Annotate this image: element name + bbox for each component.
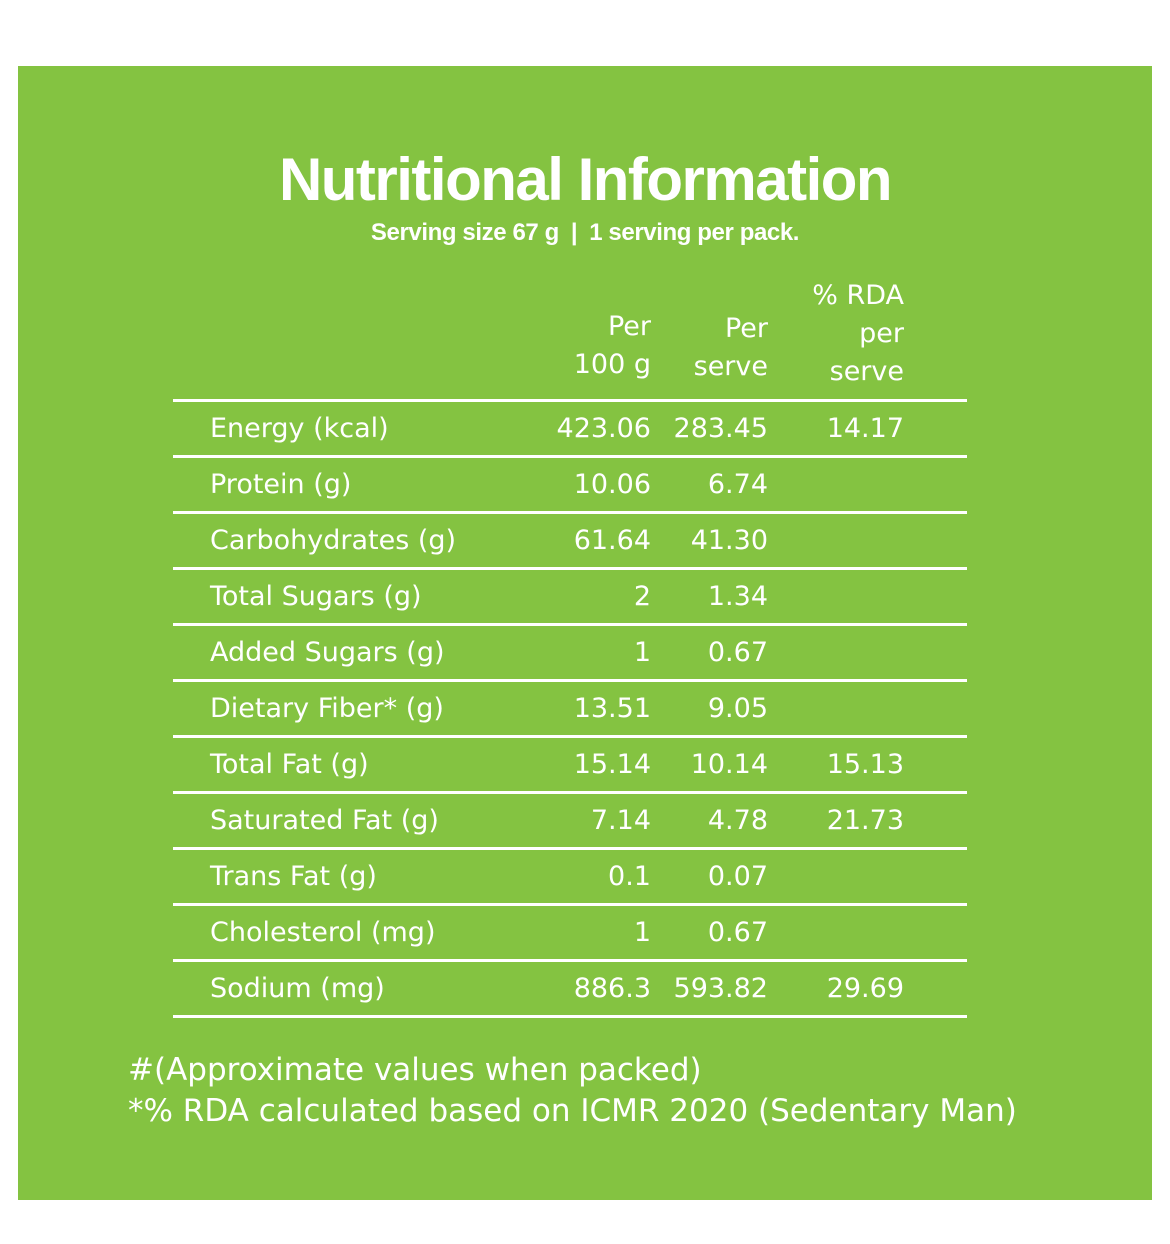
serving-size: Serving size 67 g <box>370 219 559 246</box>
header-rda-line: per <box>859 318 904 349</box>
table-row: Dietary Fiber* (g) 13.51 9.05 <box>173 682 967 738</box>
header-per-100g-line: Per <box>607 311 651 342</box>
value-per-100g: 7.14 <box>590 805 651 836</box>
value-per-serve: 10.14 <box>690 749 768 780</box>
header-per-serve-line: serve <box>693 351 768 382</box>
header-rda-per-serve: % RDA per serve <box>812 277 904 391</box>
value-per-100g: 886.3 <box>573 973 651 1004</box>
value-per-100g: 2 <box>633 581 651 612</box>
value-per-100g: 0.1 <box>608 861 651 892</box>
header-per-serve: Per serve <box>694 310 768 386</box>
value-per-serve: 4.78 <box>707 805 768 836</box>
value-per-serve: 0.67 <box>707 637 768 668</box>
table-row: Saturated Fat (g) 7.14 4.78 21.73 <box>173 794 967 850</box>
nutrient-name: Saturated Fat (g) <box>210 805 439 836</box>
nutrient-name: Trans Fat (g) <box>210 861 377 892</box>
value-per-serve: 593.82 <box>673 973 768 1004</box>
value-per-serve: 0.07 <box>707 861 768 892</box>
nutrient-name: Sodium (mg) <box>210 973 385 1004</box>
value-per-100g: 10.06 <box>573 469 651 500</box>
table-row: Energy (kcal) 423.06 283.45 14.17 <box>173 402 967 458</box>
table-row: Total Sugars (g) 2 1.34 <box>173 570 967 626</box>
value-per-serve: 0.67 <box>707 917 768 948</box>
value-per-serve: 6.74 <box>707 469 768 500</box>
value-rda: 29.69 <box>826 973 904 1004</box>
value-per-100g: 1 <box>633 917 651 948</box>
table-row: Carbohydrates (g) 61.64 41.30 <box>173 514 967 570</box>
nutrient-name: Total Fat (g) <box>210 749 369 780</box>
value-per-100g: 61.64 <box>573 525 651 556</box>
table-row: Added Sugars (g) 1 0.67 <box>173 626 967 682</box>
value-rda: 21.73 <box>826 805 904 836</box>
table-row: Protein (g) 10.06 6.74 <box>173 458 967 514</box>
header-per-serve-line: Per <box>724 313 768 344</box>
value-per-serve: 1.34 <box>707 581 768 612</box>
nutrient-name: Added Sugars (g) <box>210 637 445 668</box>
table-row: Cholesterol (mg) 1 0.67 <box>173 906 967 962</box>
nutrient-name: Cholesterol (mg) <box>210 917 436 948</box>
page-title: Nutritional Information <box>278 146 893 213</box>
value-rda: 14.17 <box>826 413 904 444</box>
value-per-100g: 13.51 <box>573 693 651 724</box>
nutrient-name: Protein (g) <box>210 469 352 500</box>
header-per-100g: Per 100 g <box>574 308 651 384</box>
header-rda-line: serve <box>829 356 904 387</box>
value-per-serve: 41.30 <box>690 525 768 556</box>
nutrient-name: Carbohydrates (g) <box>210 525 457 556</box>
value-per-serve: 9.05 <box>707 693 768 724</box>
nutrition-table: Energy (kcal) 423.06 283.45 14.17 Protein (… <box>173 399 967 1018</box>
nutrient-name: Energy (kcal) <box>210 413 389 444</box>
value-per-100g: 423.06 <box>556 413 651 444</box>
table-row: Trans Fat (g) 0.1 0.07 <box>173 850 967 906</box>
nutrient-name: Dietary Fiber* (g) <box>210 693 444 724</box>
table-row: Total Fat (g) 15.14 10.14 15.13 <box>173 738 967 794</box>
serving-info: Serving size 67 g | 1 serving per pack. <box>18 219 1152 247</box>
footnote-approximate: #(Approximate values when packed) <box>128 1052 702 1088</box>
value-per-serve: 283.45 <box>673 413 768 444</box>
nutrient-name: Total Sugars (g) <box>210 581 422 612</box>
serving-separator: | <box>570 219 578 246</box>
servings-per-pack: 1 serving per pack. <box>589 219 800 246</box>
value-per-100g: 1 <box>633 637 651 668</box>
header-per-100g-line: 100 g <box>573 349 651 380</box>
nutrition-panel: Nutritional Information Serving size 67 … <box>18 66 1152 1200</box>
value-rda: 15.13 <box>826 749 904 780</box>
header-rda-line: % RDA <box>812 280 904 311</box>
footnote-rda-basis: *% RDA calculated based on ICMR 2020 (Se… <box>128 1093 1017 1129</box>
table-row: Sodium (mg) 886.3 593.82 29.69 <box>173 962 967 1018</box>
value-per-100g: 15.14 <box>573 749 651 780</box>
